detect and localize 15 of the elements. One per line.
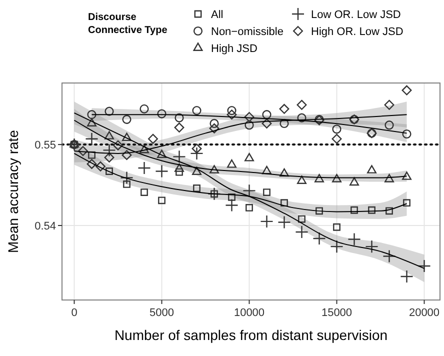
y-tick-label: 0.54 [34,220,56,233]
x-tick-label: 5000 [150,307,174,319]
legend-label: Non−omissible [211,26,284,38]
x-axis-title: Number of samples from distant supervision [114,327,388,343]
legend-label: High OR. Low JSD [311,26,404,38]
legend-label: All [211,9,224,21]
y-axis-title: Mean accuracy rate [5,130,21,253]
legend-label: Low OR. Low JSD [311,9,401,21]
legend-title: Discourse Connective Type [88,12,168,36]
y-tick-label: 0.55 [34,140,56,152]
x-tick-label: 10000 [234,307,265,319]
legend-label: High JSD [211,43,258,55]
x-tick-label: 0 [71,307,78,319]
x-tick-label: 20000 [408,307,440,319]
x-tick-label: 15000 [321,307,352,319]
